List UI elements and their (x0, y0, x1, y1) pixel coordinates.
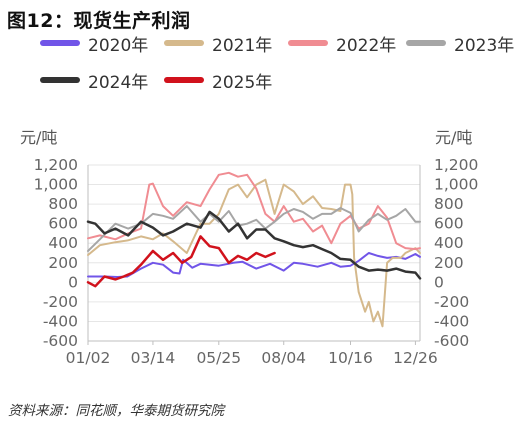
y-tick-label-right: 800 (434, 195, 464, 213)
legend-swatch (164, 77, 204, 83)
source-note: 资料来源：同花顺，华泰期货研究院 (8, 403, 224, 419)
left-axis-unit: 元/吨 (20, 128, 58, 147)
y-tick-label-left: 0 (68, 273, 78, 291)
y-tick-label-right: -600 (434, 332, 469, 350)
legend-item-2022: 2022年 (288, 31, 397, 56)
y-tick-label-right: -200 (434, 293, 469, 311)
y-tick-label-left: 600 (48, 215, 78, 233)
legend-item-2020: 2020年 (40, 31, 149, 56)
y-tick-label-right: 200 (434, 254, 464, 272)
legend-item-2025: 2025年 (164, 68, 273, 93)
y-tick-label-left: 400 (48, 234, 78, 252)
legend-label: 2022年 (336, 35, 397, 56)
legend-label: 2023年 (454, 35, 515, 56)
y-tick-label-right: -400 (434, 312, 469, 330)
chart-title: 图12：现货生产利润 (7, 10, 191, 32)
y-tick-label-right: 400 (434, 234, 464, 252)
x-tick-label: 08/04 (261, 349, 306, 367)
legend-swatch (288, 40, 328, 46)
series-line-2025 (86, 235, 276, 288)
legend-swatch (40, 40, 80, 46)
legend-label: 2021年 (212, 35, 273, 56)
legend-label: 2024年 (88, 72, 149, 93)
series-line-2024 (86, 210, 422, 280)
y-tick-label-left: 800 (48, 195, 78, 213)
y-tick-label-left: 1,200 (34, 156, 78, 174)
y-tick-label-left: 200 (48, 254, 78, 272)
x-tick-label: 03/14 (131, 349, 176, 367)
legend-item-2024: 2024年 (40, 68, 149, 93)
legend-item-2023: 2023年 (406, 31, 515, 56)
legend-swatch (406, 40, 446, 46)
y-tick-label-right: 600 (434, 215, 464, 233)
right-axis-unit: 元/吨 (435, 128, 473, 147)
series-line-2020 (87, 252, 421, 278)
legend-item-2021: 2021年 (164, 31, 273, 56)
y-tick-label-left: -200 (43, 293, 78, 311)
series-line-2023 (87, 205, 421, 252)
series-line-2022 (87, 171, 421, 251)
x-tick-label: 10/16 (328, 349, 373, 367)
x-tick-label: 12/26 (393, 349, 438, 367)
legend-swatch (40, 77, 80, 83)
y-tick-label-right: 1,000 (434, 176, 478, 194)
series-line-2021 (87, 178, 421, 328)
legend-swatch (164, 40, 204, 46)
x-tick-label: 01/02 (66, 349, 111, 367)
y-tick-label-right: 0 (434, 273, 444, 291)
legend-label: 2025年 (212, 72, 273, 93)
legend: 2020年 2021年 2022年 2023年 2024年 2025年 (0, 0, 519, 110)
y-tick-label-right: 1,200 (434, 156, 478, 174)
y-tick-label-left: 1,000 (34, 176, 78, 194)
y-tick-label-left: -600 (43, 332, 78, 350)
legend-label: 2020年 (88, 35, 149, 56)
x-tick-label: 05/25 (196, 349, 241, 367)
y-tick-label-left: -400 (43, 312, 78, 330)
